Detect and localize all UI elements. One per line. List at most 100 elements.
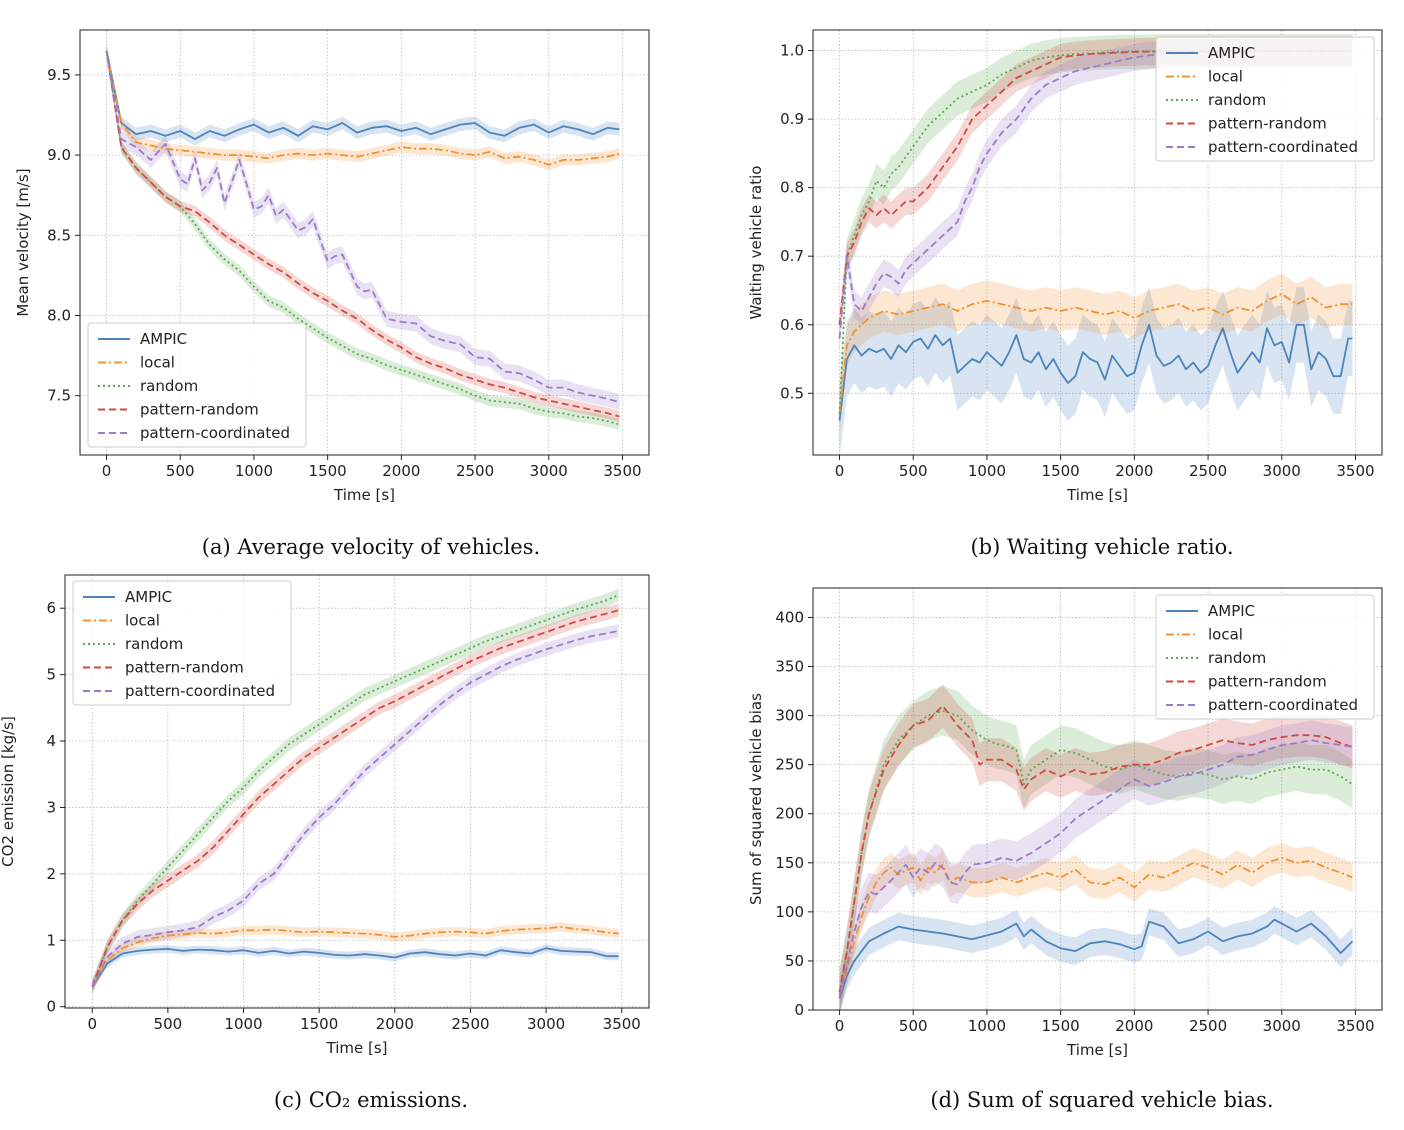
legend-label-local: local <box>1208 626 1243 644</box>
band-ampic <box>839 287 1353 455</box>
caption-c: (c) CO₂ emissions. <box>274 1088 468 1112</box>
y-tick-label: 3 <box>46 798 56 816</box>
x-tick-label: 0 <box>835 462 845 480</box>
legend-label-random: random <box>125 635 183 653</box>
x-tick-label: 2000 <box>382 462 420 480</box>
y-tick-label: 300 <box>775 707 804 725</box>
x-tick-label: 3000 <box>530 462 568 480</box>
y-tick-label: 1.0 <box>780 42 804 60</box>
y-tick-label: 0.9 <box>780 110 804 128</box>
x-tick-label: 1000 <box>224 1015 262 1033</box>
y-tick-label: 0 <box>46 998 56 1016</box>
x-tick-label: 1000 <box>968 1017 1006 1035</box>
x-tick-label: 500 <box>166 462 195 480</box>
y-tick-label: 200 <box>775 805 804 823</box>
y-tick-label: 50 <box>785 952 804 970</box>
band-local <box>92 922 619 992</box>
y-axis-label: CO2 emission [kg/s] <box>0 716 17 867</box>
y-tick-label: 150 <box>775 854 804 872</box>
axes-frame <box>79 29 650 456</box>
series-line-pattern-random <box>91 609 619 988</box>
band-random <box>106 45 620 431</box>
x-tick-label: 500 <box>154 1015 183 1033</box>
series-line-ampic <box>838 323 1353 421</box>
y-tick-label: 8.5 <box>47 226 71 244</box>
x-tick-label: 2500 <box>456 462 494 480</box>
legend-label-local: local <box>1208 68 1243 86</box>
x-tick-label: 3500 <box>1336 462 1374 480</box>
series-line-random <box>91 594 620 988</box>
legend-label-random: random <box>1208 91 1266 109</box>
axes-frame <box>812 587 1383 1011</box>
x-tick-label: 3000 <box>527 1015 565 1033</box>
series-line-pattern-coordinated <box>838 739 1353 996</box>
x-tick-label: 2500 <box>451 1015 489 1033</box>
panel-b: 0 500 1000 1500 2000 2500 3000 3500 0.5 0.6 0.7 0.8… <box>747 29 1383 504</box>
x-tick-label: 1500 <box>309 462 347 480</box>
x-tick-label: 0 <box>102 462 112 480</box>
x-tick-label: 3500 <box>603 1015 641 1033</box>
band-local <box>839 843 1353 1010</box>
panel-a: 0 500 1000 1500 2000 2500 3000 3500 7.5 8.0 8.5 9.0… <box>14 29 650 504</box>
x-tick-label: 500 <box>899 462 928 480</box>
legend-label-ampic: AMPIC <box>140 330 187 348</box>
x-tick-label: 500 <box>899 1017 928 1035</box>
x-tick-label: 0 <box>87 1015 97 1033</box>
band-local <box>839 273 1353 435</box>
y-tick-label: 0.7 <box>780 247 804 265</box>
x-tick-label: 2500 <box>1189 462 1227 480</box>
series-line-pattern-coordinated <box>91 629 619 988</box>
legend-box <box>1155 594 1375 720</box>
y-tick-label: 0.6 <box>780 316 804 334</box>
legend-label-random: random <box>1208 649 1266 667</box>
legend-box <box>87 322 307 448</box>
axes-frame <box>64 574 650 1009</box>
y-axis-label: Waiting vehicle ratio <box>747 166 765 320</box>
x-tick-label: 3500 <box>603 462 641 480</box>
panel-d: 0 500 1000 1500 2000 2500 3000 3500 0 50 100 150 200… <box>747 587 1383 1059</box>
x-axis-label: Time [s] <box>326 1039 388 1057</box>
y-tick-label: 250 <box>775 756 804 774</box>
x-tick-label: 1000 <box>235 462 273 480</box>
legend-label-ampic: AMPIC <box>1208 44 1255 62</box>
y-tick-label: 400 <box>775 608 804 626</box>
x-tick-label: 2000 <box>1115 462 1153 480</box>
y-tick-label: 2 <box>46 865 56 883</box>
x-tick-label: 0 <box>835 1017 845 1035</box>
series-line-local <box>838 292 1353 414</box>
legend-label-pattern-random: pattern-random <box>1208 673 1327 691</box>
x-tick-label: 3500 <box>1336 1017 1374 1035</box>
band-ampic <box>839 906 1353 1010</box>
legend-label-ampic: AMPIC <box>125 588 172 606</box>
y-tick-label: 8.0 <box>47 306 71 324</box>
plot-area <box>838 684 1354 1010</box>
y-tick-label: 9.0 <box>47 146 71 164</box>
plot-area <box>838 34 1353 455</box>
series-line-local <box>91 926 619 988</box>
legend-label-pattern-coordinated: pattern-coordinated <box>125 682 275 700</box>
legend-label-pattern-random: pattern-random <box>1208 115 1327 133</box>
y-axis-label: Mean velocity [m/s] <box>14 168 32 316</box>
legend: AMPIC local random pattern-random pattern-co… <box>72 580 292 706</box>
axes-frame <box>812 29 1383 456</box>
legend-label-local: local <box>125 612 160 630</box>
plot-area <box>91 588 620 994</box>
series-line-pattern-coordinated <box>105 50 620 403</box>
legend: AMPIC local random pattern-random pattern-co… <box>1155 36 1375 162</box>
y-tick-label: 0 <box>794 1001 804 1019</box>
y-tick-label: 6 <box>46 599 56 617</box>
legend-box <box>72 580 292 706</box>
x-tick-label: 3000 <box>1263 1017 1301 1035</box>
series-line-random <box>105 50 620 426</box>
series-line-ampic <box>838 918 1354 999</box>
y-axis-label: Sum of squared vehicle bias <box>747 693 765 905</box>
band-ampic <box>106 44 620 146</box>
y-tick-label: 9.5 <box>47 66 71 84</box>
x-tick-label: 1500 <box>300 1015 338 1033</box>
series-line-pattern-random <box>838 50 1353 325</box>
series-line-ampic <box>91 947 619 988</box>
y-tick-label: 4 <box>46 732 56 750</box>
y-tick-label: 0.5 <box>780 384 804 402</box>
legend-label-pattern-random: pattern-random <box>140 401 259 419</box>
